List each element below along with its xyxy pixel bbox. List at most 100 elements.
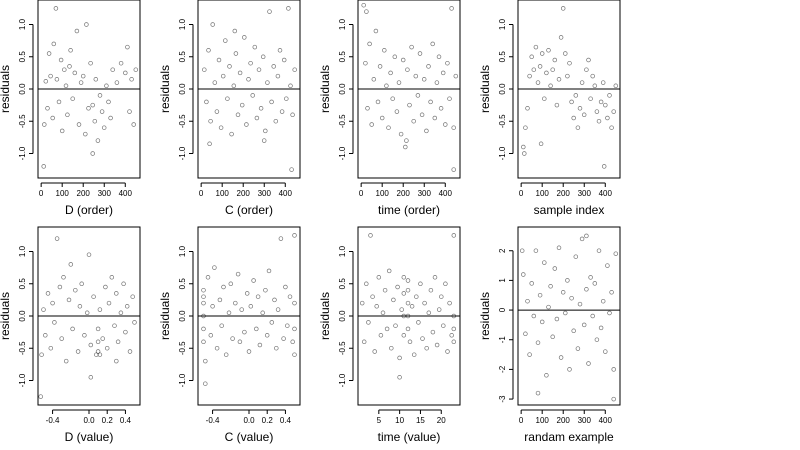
x-tick-label: 0.4	[280, 416, 292, 425]
data-point	[112, 323, 117, 328]
data-point	[72, 70, 78, 76]
data-point	[596, 118, 602, 124]
data-point	[38, 394, 43, 399]
data-point	[244, 291, 250, 296]
data-point	[125, 44, 130, 50]
data-point	[424, 345, 429, 351]
data-point	[449, 333, 454, 338]
data-point	[554, 102, 560, 108]
data-point	[45, 291, 51, 296]
data-point	[421, 77, 427, 82]
data-point	[451, 313, 457, 319]
x-axis-label: time (value)	[378, 430, 441, 444]
data-point	[451, 233, 457, 238]
data-point	[380, 310, 386, 316]
data-point	[263, 128, 268, 134]
x-tick-label: 10	[395, 416, 404, 425]
data-point	[95, 326, 101, 332]
data-point	[114, 358, 119, 364]
data-point	[258, 106, 264, 111]
data-point	[124, 304, 130, 309]
y-axis-label: residuals	[0, 65, 12, 113]
data-point	[386, 268, 392, 274]
data-point	[63, 358, 69, 364]
x-tick-label: 300	[578, 416, 592, 425]
data-point	[542, 260, 547, 265]
y-tick-label: 0.5	[178, 51, 187, 63]
data-point	[575, 346, 581, 351]
data-point	[609, 290, 614, 295]
data-point	[439, 294, 444, 299]
data-point	[206, 48, 211, 53]
data-point	[260, 310, 265, 316]
x-tick-label: 100	[56, 189, 70, 198]
data-point	[416, 320, 421, 325]
data-point	[271, 64, 276, 69]
data-point	[369, 122, 374, 127]
data-point	[220, 73, 226, 79]
plot-frame	[517, 226, 621, 406]
data-point	[443, 281, 448, 287]
x-tick-label: 300	[578, 189, 592, 198]
data-point	[422, 300, 427, 306]
data-point	[292, 326, 297, 332]
y-tick-label: -0.5	[18, 114, 27, 128]
data-point	[88, 375, 94, 380]
x-axis-label: D (value)	[65, 430, 114, 444]
data-point	[212, 80, 218, 85]
data-point	[542, 96, 547, 101]
data-point	[594, 109, 600, 114]
data-point	[590, 73, 595, 79]
x-tick-label: 200	[397, 189, 411, 198]
data-point	[440, 70, 446, 76]
data-point	[546, 48, 551, 53]
data-point	[397, 375, 402, 380]
data-point	[563, 310, 568, 316]
data-point	[90, 102, 95, 108]
x-axis-label: sample index	[534, 203, 605, 217]
data-point	[447, 96, 452, 101]
data-point	[101, 125, 107, 130]
data-point	[401, 275, 407, 280]
data-point	[359, 300, 365, 306]
data-point	[115, 339, 121, 345]
y-axis-label: residuals	[318, 292, 332, 340]
data-point	[43, 333, 48, 338]
x-axis-label: C (order)	[225, 203, 273, 217]
y-tick-label: 0.0	[178, 83, 187, 95]
x-tick-label: 400	[599, 189, 613, 198]
data-point	[368, 233, 373, 238]
data-point	[447, 300, 452, 306]
data-point	[451, 125, 456, 130]
data-point	[546, 304, 551, 310]
data-point	[405, 313, 411, 319]
data-point	[269, 99, 274, 105]
data-point	[216, 57, 222, 63]
data-point	[521, 144, 526, 150]
data-point	[405, 67, 410, 72]
data-point	[80, 73, 86, 79]
data-point	[581, 322, 587, 328]
data-point	[426, 64, 431, 69]
data-point	[451, 339, 457, 345]
data-point	[202, 67, 207, 72]
data-point	[565, 73, 570, 79]
data-point	[531, 67, 537, 72]
data-point	[605, 115, 610, 121]
data-point	[251, 278, 256, 283]
data-point	[90, 151, 95, 156]
y-tick-label: 0.5	[178, 278, 187, 290]
data-point	[366, 320, 371, 325]
data-point	[430, 329, 436, 335]
data-point	[598, 99, 604, 105]
data-point	[579, 236, 585, 242]
y-tick-label: -0.5	[338, 114, 347, 128]
data-point	[58, 57, 64, 63]
data-point	[400, 57, 406, 63]
data-point	[123, 329, 128, 335]
data-point	[59, 336, 64, 341]
data-point	[393, 323, 398, 328]
data-point	[451, 167, 456, 172]
x-tick-label: 5	[377, 416, 382, 425]
